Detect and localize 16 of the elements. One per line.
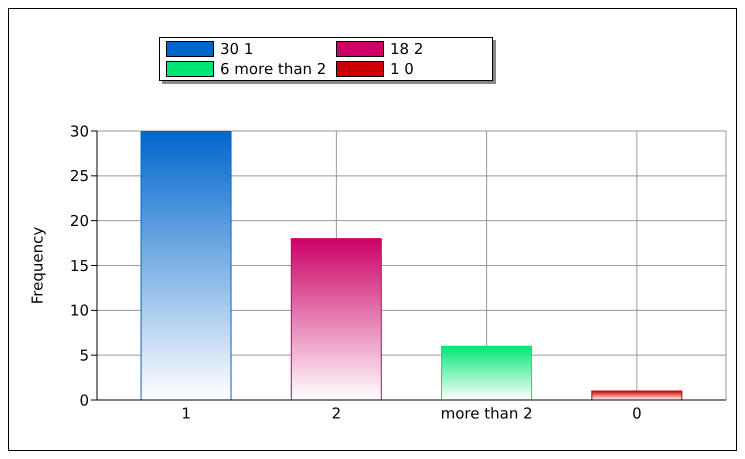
x-tick-label: 1 <box>181 404 191 423</box>
y-tick-label: 30 <box>70 122 89 140</box>
y-tick-label: 5 <box>79 346 89 364</box>
y-tick-label: 15 <box>70 256 89 275</box>
y-tick-label: 0 <box>79 391 89 410</box>
legend-label: 18 2 <box>390 40 424 58</box>
y-tick-label: 25 <box>70 167 89 186</box>
legend-label: 6 more than 2 <box>220 60 326 78</box>
y-tick-label: 20 <box>70 212 89 230</box>
x-tick-label: more than 2 <box>440 404 533 423</box>
y-axis-title: Frequency <box>28 226 46 304</box>
legend-label: 30 1 <box>220 40 254 58</box>
y-tick-label: 10 <box>70 302 89 320</box>
legend-label: 1 0 <box>390 60 414 78</box>
x-tick-label: 0 <box>632 404 642 423</box>
x-tick-label: 2 <box>332 404 342 423</box>
